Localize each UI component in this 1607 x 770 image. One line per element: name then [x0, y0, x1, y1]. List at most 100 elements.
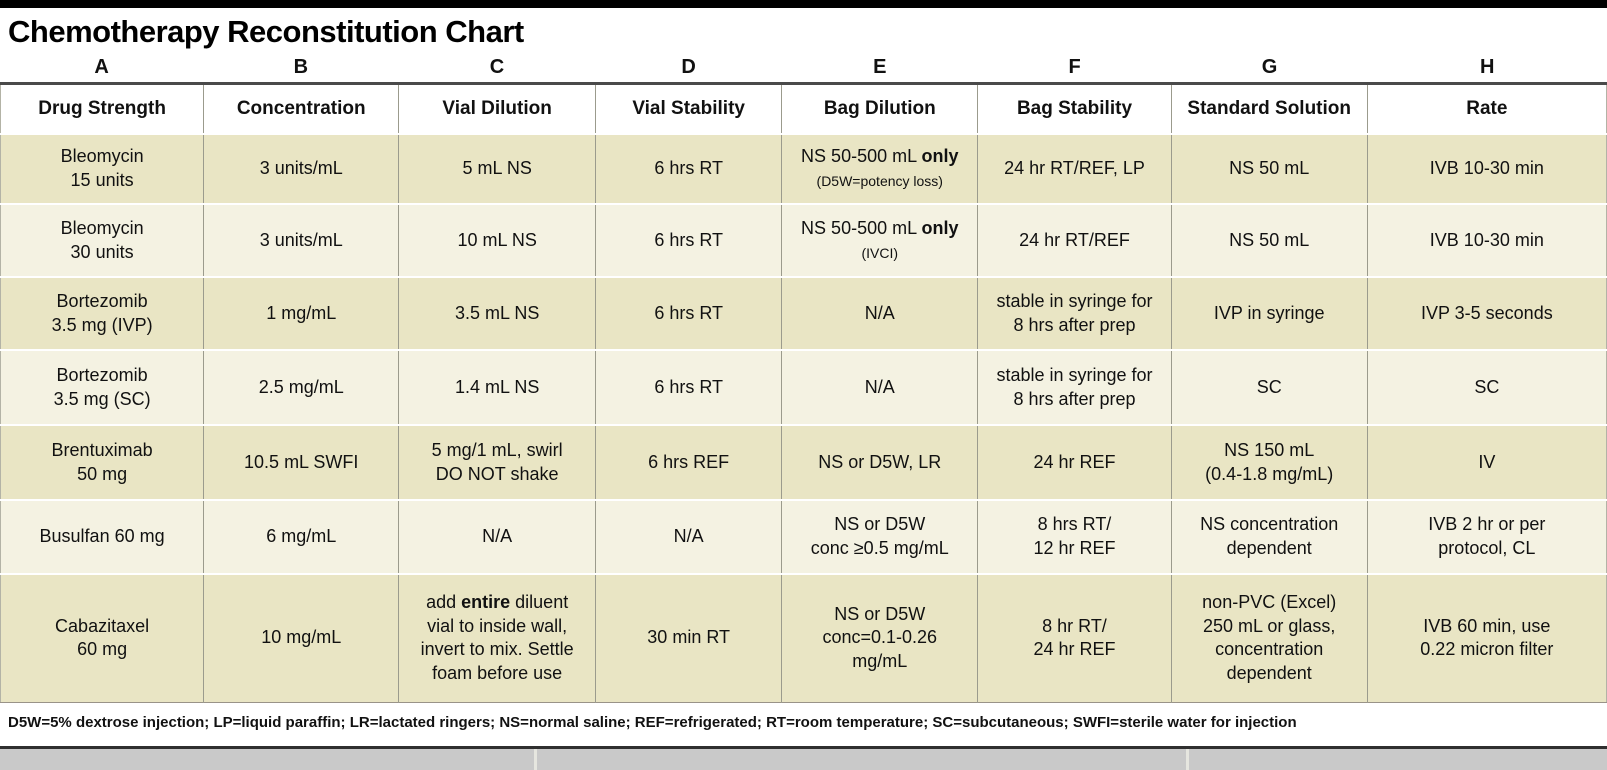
table-row: Bortezomib 3.5 mg (IVP) 1 mg/mL 3.5 mL NS 6 … — [0, 276, 1607, 350]
column-letters-row: A B C D E F G H — [0, 52, 1607, 82]
table-cell: 3 units/mL — [203, 133, 399, 204]
cell-line: stable in syringe for — [996, 290, 1153, 311]
table-row: Bortezomib 3.5 mg (SC) 2.5 mg/mL 1.4 mL NS 6… — [0, 349, 1607, 425]
column-letter: A — [94, 55, 109, 78]
header-row: Drug Strength Concentration Vial Dilution V… — [0, 83, 1607, 135]
cell-line: 10 mg/mL — [261, 627, 342, 648]
column-header: Bag Stability — [977, 83, 1172, 135]
column-header: Drug Strength — [0, 83, 204, 135]
cell-line: IVB 10-30 min — [1429, 229, 1544, 250]
table-cell: Bleomycin 15 units — [0, 133, 204, 204]
cell-line: vial to inside wall, — [427, 615, 568, 636]
table-cell: NS 50-500 mL only (D5W=potency loss) — [781, 133, 978, 204]
cell-line: 6 mg/mL — [266, 526, 337, 547]
cell-line: invert to mix. Settle — [420, 639, 574, 660]
table-cell: Bortezomib 3.5 mg (IVP) — [0, 276, 204, 350]
cell-line: N/A — [864, 376, 895, 397]
cell-line: 3 units/mL — [259, 158, 343, 179]
top-black-bar — [0, 0, 1607, 8]
cell-line: SC — [1256, 376, 1282, 397]
cell-line: dependent — [1226, 663, 1312, 683]
table-body: Bleomycin 15 units 3 units/mL 5 mL NS 6 hrs … — [0, 133, 1607, 702]
table-cell: IVB 10-30 min — [1366, 133, 1607, 204]
table-cell: IVB 60 min, use 0.22 micron filter — [1366, 573, 1607, 702]
column-header: Standard Solution — [1170, 83, 1368, 135]
table-cell: 6 hrs RT — [595, 203, 782, 277]
cell-line: DO NOT shake — [435, 463, 559, 484]
cell-line: NS 50-500 mL only — [801, 217, 959, 238]
table-cell: 1.4 mL NS — [398, 349, 596, 425]
table-row: Bleomycin 30 units 3 units/mL 10 mL NS 6 hrs… — [0, 203, 1607, 277]
table-cell: IVP 3-5 seconds — [1366, 276, 1607, 350]
chart-table: Drug Strength Concentration Vial Dilution V… — [0, 82, 1607, 703]
cell-line: IVB 2 hr or per — [1428, 514, 1546, 535]
table-cell: 2.5 mg/mL — [203, 349, 399, 425]
cell-line: 250 mL or glass, — [1202, 615, 1336, 636]
table-cell: 5 mg/1 mL, swirl DO NOT shake — [398, 424, 596, 500]
cell-line: (D5W=potency loss) — [816, 173, 943, 189]
cell-line: N/A — [482, 526, 513, 547]
table-cell: 6 hrs RT — [595, 349, 782, 425]
cell-line: 6 hrs RT — [654, 158, 723, 179]
table-cell: NS 50 mL — [1170, 203, 1368, 277]
cell-line: concentration — [1215, 639, 1324, 660]
cell-line: NS 50 mL — [1229, 229, 1310, 250]
table-cell: NS or D5W conc ≥0.5 mg/mL — [781, 499, 978, 574]
cell-line: 3 units/mL — [259, 229, 343, 250]
table-cell: 10 mg/mL — [203, 573, 399, 702]
table-cell: 3.5 mL NS — [398, 276, 596, 350]
table-cell: 8 hr RT/24 hr REF — [977, 573, 1172, 702]
table-cell: 30 min RT — [595, 573, 782, 702]
column-letter: C — [489, 55, 505, 78]
table-cell: NS 50 mL — [1170, 133, 1368, 204]
table-cell: add entire diluent vial to inside wall, in… — [398, 573, 596, 702]
table-cell: NS 150 mL (0.4-1.8 mg/mL) — [1170, 424, 1368, 500]
column-letter: G — [1261, 55, 1278, 78]
column-header: Bag Dilution — [781, 83, 978, 135]
cell-line: 0.22 micron filter — [1420, 639, 1554, 660]
table-cell: 3 units/mL — [203, 203, 399, 277]
cell-line: NS or D5W — [834, 603, 926, 624]
table-cell: 6 hrs RT — [595, 133, 782, 204]
cell-line: 8 hr RT/ — [1042, 615, 1107, 636]
table-cell: 1 mg/mL — [203, 276, 399, 350]
table-cell: N/A — [781, 349, 978, 425]
cell-line: 3.5 mg (SC) — [53, 388, 151, 409]
table-cell: Brentuximab 50 mg — [0, 424, 204, 500]
cell-line: foam before use — [432, 663, 563, 683]
column-letter: E — [873, 55, 887, 78]
cell-line: mg/mL — [852, 651, 908, 672]
cell-line: 6 hrs RT — [654, 376, 723, 397]
table-cell: 6 mg/mL — [203, 499, 399, 574]
table-cell: SC — [1366, 349, 1607, 425]
cell-line: 1 mg/mL — [266, 302, 337, 323]
table-cell: IVB 2 hr or per protocol, CL — [1366, 499, 1607, 574]
cell-line: N/A — [864, 302, 895, 323]
cell-line: 50 mg — [77, 463, 128, 484]
cell-line: NS or D5W — [834, 514, 926, 535]
table-cell: IVP in syringe — [1170, 276, 1368, 350]
cell-line: IVP in syringe — [1213, 302, 1325, 323]
strip-divider — [533, 749, 537, 770]
cell-line: 3.5 mg (IVP) — [51, 314, 153, 335]
cell-line: IVB 60 min, use — [1423, 615, 1551, 636]
cell-line: protocol, CL — [1438, 538, 1536, 558]
table-cell: non-PVC (Excel) 250 mL or glass, concentra… — [1170, 573, 1368, 702]
table-cell: NS concentration dependent — [1170, 499, 1368, 574]
table-cell: 24 hr RT/REF — [977, 203, 1172, 277]
cell-line: conc=0.1-0.26 — [822, 627, 938, 648]
table-cell: IV — [1366, 424, 1607, 500]
cell-line: 24 hr REF — [1033, 639, 1116, 660]
table-cell: 24 hr RT/REF, LP — [977, 133, 1172, 204]
column-header: Rate — [1366, 83, 1607, 135]
column-header: Vial Dilution — [398, 83, 596, 135]
cell-line: Bortezomib — [56, 364, 148, 385]
table-row: Busulfan 60 mg 6 mg/mL N/A N/A NS or D5W conc… — [0, 499, 1607, 574]
cell-line: 10.5 mL SWFI — [244, 451, 359, 472]
cell-line: NS 50 mL — [1229, 158, 1310, 179]
cell-line: 12 hr REF — [1033, 538, 1116, 558]
cell-line: Busulfan 60 mg — [39, 526, 165, 547]
table-cell: N/A — [781, 276, 978, 350]
cell-line: 8 hrs RT/ — [1037, 514, 1112, 535]
table-cell: stable in syringe for 8 hrs after prep — [977, 349, 1172, 425]
